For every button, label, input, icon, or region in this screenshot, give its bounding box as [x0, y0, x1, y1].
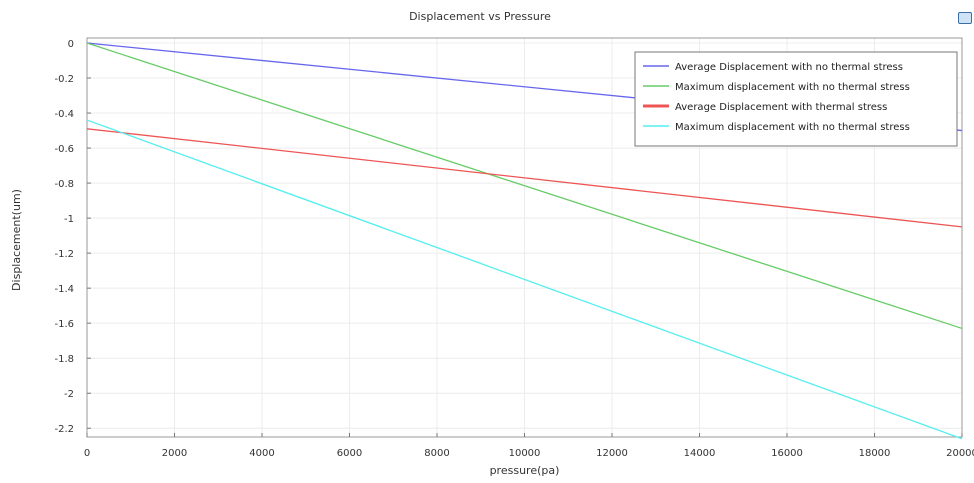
x-tick-label: 16000	[771, 448, 803, 459]
y-tick-label: -0.4	[54, 109, 74, 120]
y-tick-label: -1.8	[54, 354, 74, 365]
y-axis-ticks: 0 -0.2 -0.4 -0.6 -0.8 -1 -1.2 -1.4 -1.6 -1.8 -2 -2.…	[54, 39, 91, 435]
legend-entry: Maximum displacement with no thermal str…	[675, 122, 910, 133]
y-tick-label: -1.2	[54, 249, 74, 260]
x-tick-label: 6000	[337, 448, 362, 459]
y-tick-label: -1	[64, 214, 74, 225]
legend-entry: Average Displacement with thermal stress	[675, 102, 887, 113]
y-tick-label: -0.6	[54, 144, 74, 155]
x-tick-label: 8000	[424, 448, 449, 459]
x-tick-label: 12000	[596, 448, 628, 459]
x-axis-ticks: 0 2000 4000 6000 8000 10000 12000 14000 16000 180…	[84, 433, 974, 459]
chart-title: Displacement vs Pressure	[409, 10, 551, 23]
x-tick-label: 20000	[946, 448, 974, 459]
y-tick-label: -2	[64, 389, 74, 400]
x-tick-label: 0	[84, 448, 90, 459]
legend: Average Displacement with no thermal str…	[634, 51, 958, 147]
x-tick-label: 14000	[684, 448, 716, 459]
legend-entry: Maximum displacement with no thermal str…	[675, 82, 910, 93]
series-line-3	[86, 128, 963, 228]
y-tick-label: -0.2	[54, 74, 74, 85]
x-tick-label: 10000	[509, 448, 541, 459]
y-tick-label: -1.4	[54, 284, 74, 295]
series-line-4	[86, 119, 963, 440]
legend-entry: Average Displacement with no thermal str…	[675, 62, 903, 73]
legend-box	[634, 51, 958, 147]
x-tick-label: 2000	[162, 448, 187, 459]
y-tick-label: -1.6	[54, 319, 74, 330]
series-line-2	[86, 42, 963, 330]
y-tick-label: -0.8	[54, 179, 74, 190]
y-tick-label: -2.2	[54, 424, 74, 435]
export-icon[interactable]	[958, 12, 972, 24]
y-axis-label: Displacement(um)	[10, 189, 23, 291]
x-tick-label: 18000	[859, 448, 891, 459]
x-axis-label: pressure(pa)	[490, 464, 560, 477]
y-tick-label: 0	[68, 39, 74, 50]
x-tick-label: 4000	[249, 448, 274, 459]
